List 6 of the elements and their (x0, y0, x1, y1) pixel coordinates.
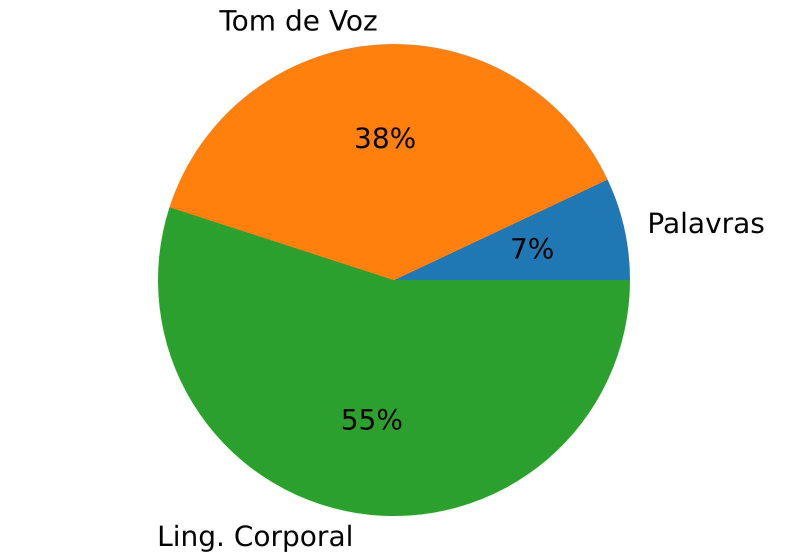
slice-label: Tom de Voz (218, 4, 378, 38)
slice-label: Palavras (647, 206, 765, 240)
data-label: 55% (340, 403, 403, 436)
data-label: 38% (354, 122, 416, 156)
slice-label: Ling. Corporal (157, 520, 354, 553)
data-label: 7% (510, 232, 554, 266)
